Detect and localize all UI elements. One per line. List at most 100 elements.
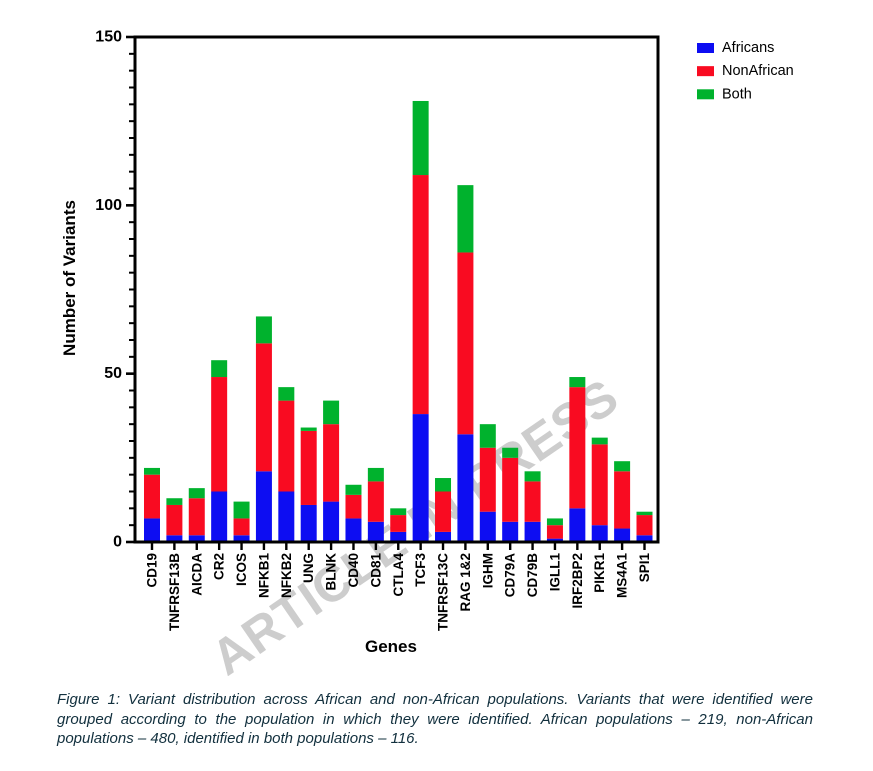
bar-segment-africans [636, 535, 653, 542]
bar-segment-both [457, 185, 474, 253]
gene-tick-label: ICOS [234, 553, 249, 586]
y-axis-tick-label: 150 [95, 29, 122, 46]
bar-segment-both [636, 511, 653, 516]
gene-tick-label: RAG 1&2 [458, 553, 473, 612]
bar-segment-africans [367, 521, 384, 542]
gene-tick-label: AICDA [189, 553, 204, 596]
figure-caption: Figure 1: Variant distribution across Af… [57, 691, 813, 747]
bar-segment-africans [233, 535, 250, 542]
bar-segment-both [569, 377, 586, 388]
gene-tick-label: NFKB2 [279, 553, 294, 598]
gene-tick-label: MS4A1 [615, 553, 630, 599]
gene-tick-label: BLNK [324, 553, 339, 591]
gene-tick-label: CD79A [503, 553, 518, 598]
bar-segment-both [435, 478, 452, 492]
bar-segment-nonafrican [636, 515, 653, 536]
bar-segment-africans [188, 535, 205, 542]
bar-segment-both [546, 518, 563, 526]
legend-label-nonafrican: NonAfrican [722, 63, 794, 79]
bar-segment-africans [412, 414, 429, 542]
bar-segment-nonafrican [412, 175, 429, 415]
bar-segment-africans [323, 501, 340, 542]
bar-segment-nonafrican [300, 430, 317, 505]
gene-tick-label: IRF2BP2 [570, 553, 585, 609]
gene-tick-label: PIKR1 [592, 553, 607, 593]
bar-segment-both [367, 467, 384, 482]
bar-segment-both [211, 360, 228, 378]
bar-segment-both [233, 501, 250, 519]
bar-segment-nonafrican [569, 387, 586, 509]
gene-tick-label: TNFRSF13B [167, 553, 182, 631]
bar-segment-nonafrican [255, 343, 272, 472]
bar-segment-both [614, 461, 631, 472]
bar-segment-nonafrican [546, 525, 563, 539]
bar-segment-nonafrican [457, 252, 474, 435]
bar-segment-both [502, 447, 519, 458]
bar-segment-both [412, 100, 429, 176]
gene-tick-label: CD40 [346, 553, 361, 588]
bar-segment-nonafrican [502, 457, 519, 522]
chart-svg: ARTICLE IN PRESS050100150CD19TNFRSF13BAI… [60, 29, 794, 677]
bar-segment-nonafrican [188, 498, 205, 536]
bar-segment-both [479, 424, 496, 448]
gene-tick-label: IGLL1 [547, 553, 562, 592]
y-axis-tick-label: 0 [113, 534, 122, 551]
legend-label-africans: Africans [722, 40, 774, 56]
bar-segment-both [144, 467, 160, 475]
bar-segment-both [278, 387, 295, 401]
bar-segment-africans [591, 525, 608, 542]
bar-segment-nonafrican [166, 504, 183, 536]
bar-segment-nonafrican [435, 491, 452, 532]
gene-tick-label: CR2 [212, 553, 227, 580]
bar-segment-africans [211, 491, 228, 542]
x-axis-title: Genes [365, 637, 417, 656]
bar-segment-africans [144, 518, 160, 542]
bar-segment-africans [479, 511, 496, 542]
bar-segment-both [188, 488, 205, 499]
bar-segment-nonafrican [323, 424, 340, 502]
y-axis-title: Number of Variants [60, 200, 79, 356]
gene-tick-label: IGHM [480, 553, 495, 588]
bar-segment-africans [457, 434, 474, 542]
bar-segment-nonafrican [591, 444, 608, 526]
gene-tick-label: CD81 [368, 553, 383, 588]
legend-swatch-both [697, 89, 714, 100]
legend-swatch-nonafrican [697, 66, 714, 77]
bar-segment-nonafrican [345, 494, 362, 519]
bar-segment-nonafrican [144, 474, 160, 519]
bar-segment-both [390, 508, 407, 516]
gene-tick-label: CD19 [145, 553, 160, 588]
bar-segment-africans [278, 491, 295, 542]
gene-tick-label: CTLA4 [391, 553, 406, 597]
bar-segment-africans [502, 521, 519, 542]
gene-tick-label: TCF3 [413, 553, 428, 587]
bar-segment-both [300, 427, 317, 431]
bar-segment-africans [345, 518, 362, 542]
bar-segment-both [323, 400, 340, 425]
bar-segment-both [345, 484, 362, 495]
bar-segment-nonafrican [614, 471, 631, 529]
bar-segment-africans [255, 471, 272, 542]
bar-segment-nonafrican [233, 518, 250, 536]
bar-segment-both [166, 498, 183, 505]
bar-segment-nonafrican [278, 400, 295, 492]
bar-segment-africans [546, 538, 563, 542]
bar-segment-africans [569, 508, 586, 542]
bar-segment-africans [435, 531, 452, 542]
bar-segment-both [255, 316, 272, 344]
bar-segment-africans [524, 521, 541, 542]
bar-segment-africans [166, 535, 183, 542]
y-axis-tick-label: 50 [104, 365, 122, 382]
gene-tick-label: TNFRSF13C [436, 553, 451, 631]
bar-segment-nonafrican [390, 515, 407, 532]
bar-segment-nonafrican [211, 377, 228, 492]
bar-segment-africans [614, 528, 631, 542]
gene-tick-label: CD79B [525, 553, 540, 598]
bar-segment-nonafrican [367, 481, 384, 522]
bar-segment-nonafrican [479, 447, 496, 512]
legend-swatch-africans [697, 43, 714, 53]
gene-tick-label: NFKB1 [256, 553, 271, 598]
bar-segment-both [524, 471, 541, 482]
y-axis-tick-label: 100 [95, 197, 122, 214]
